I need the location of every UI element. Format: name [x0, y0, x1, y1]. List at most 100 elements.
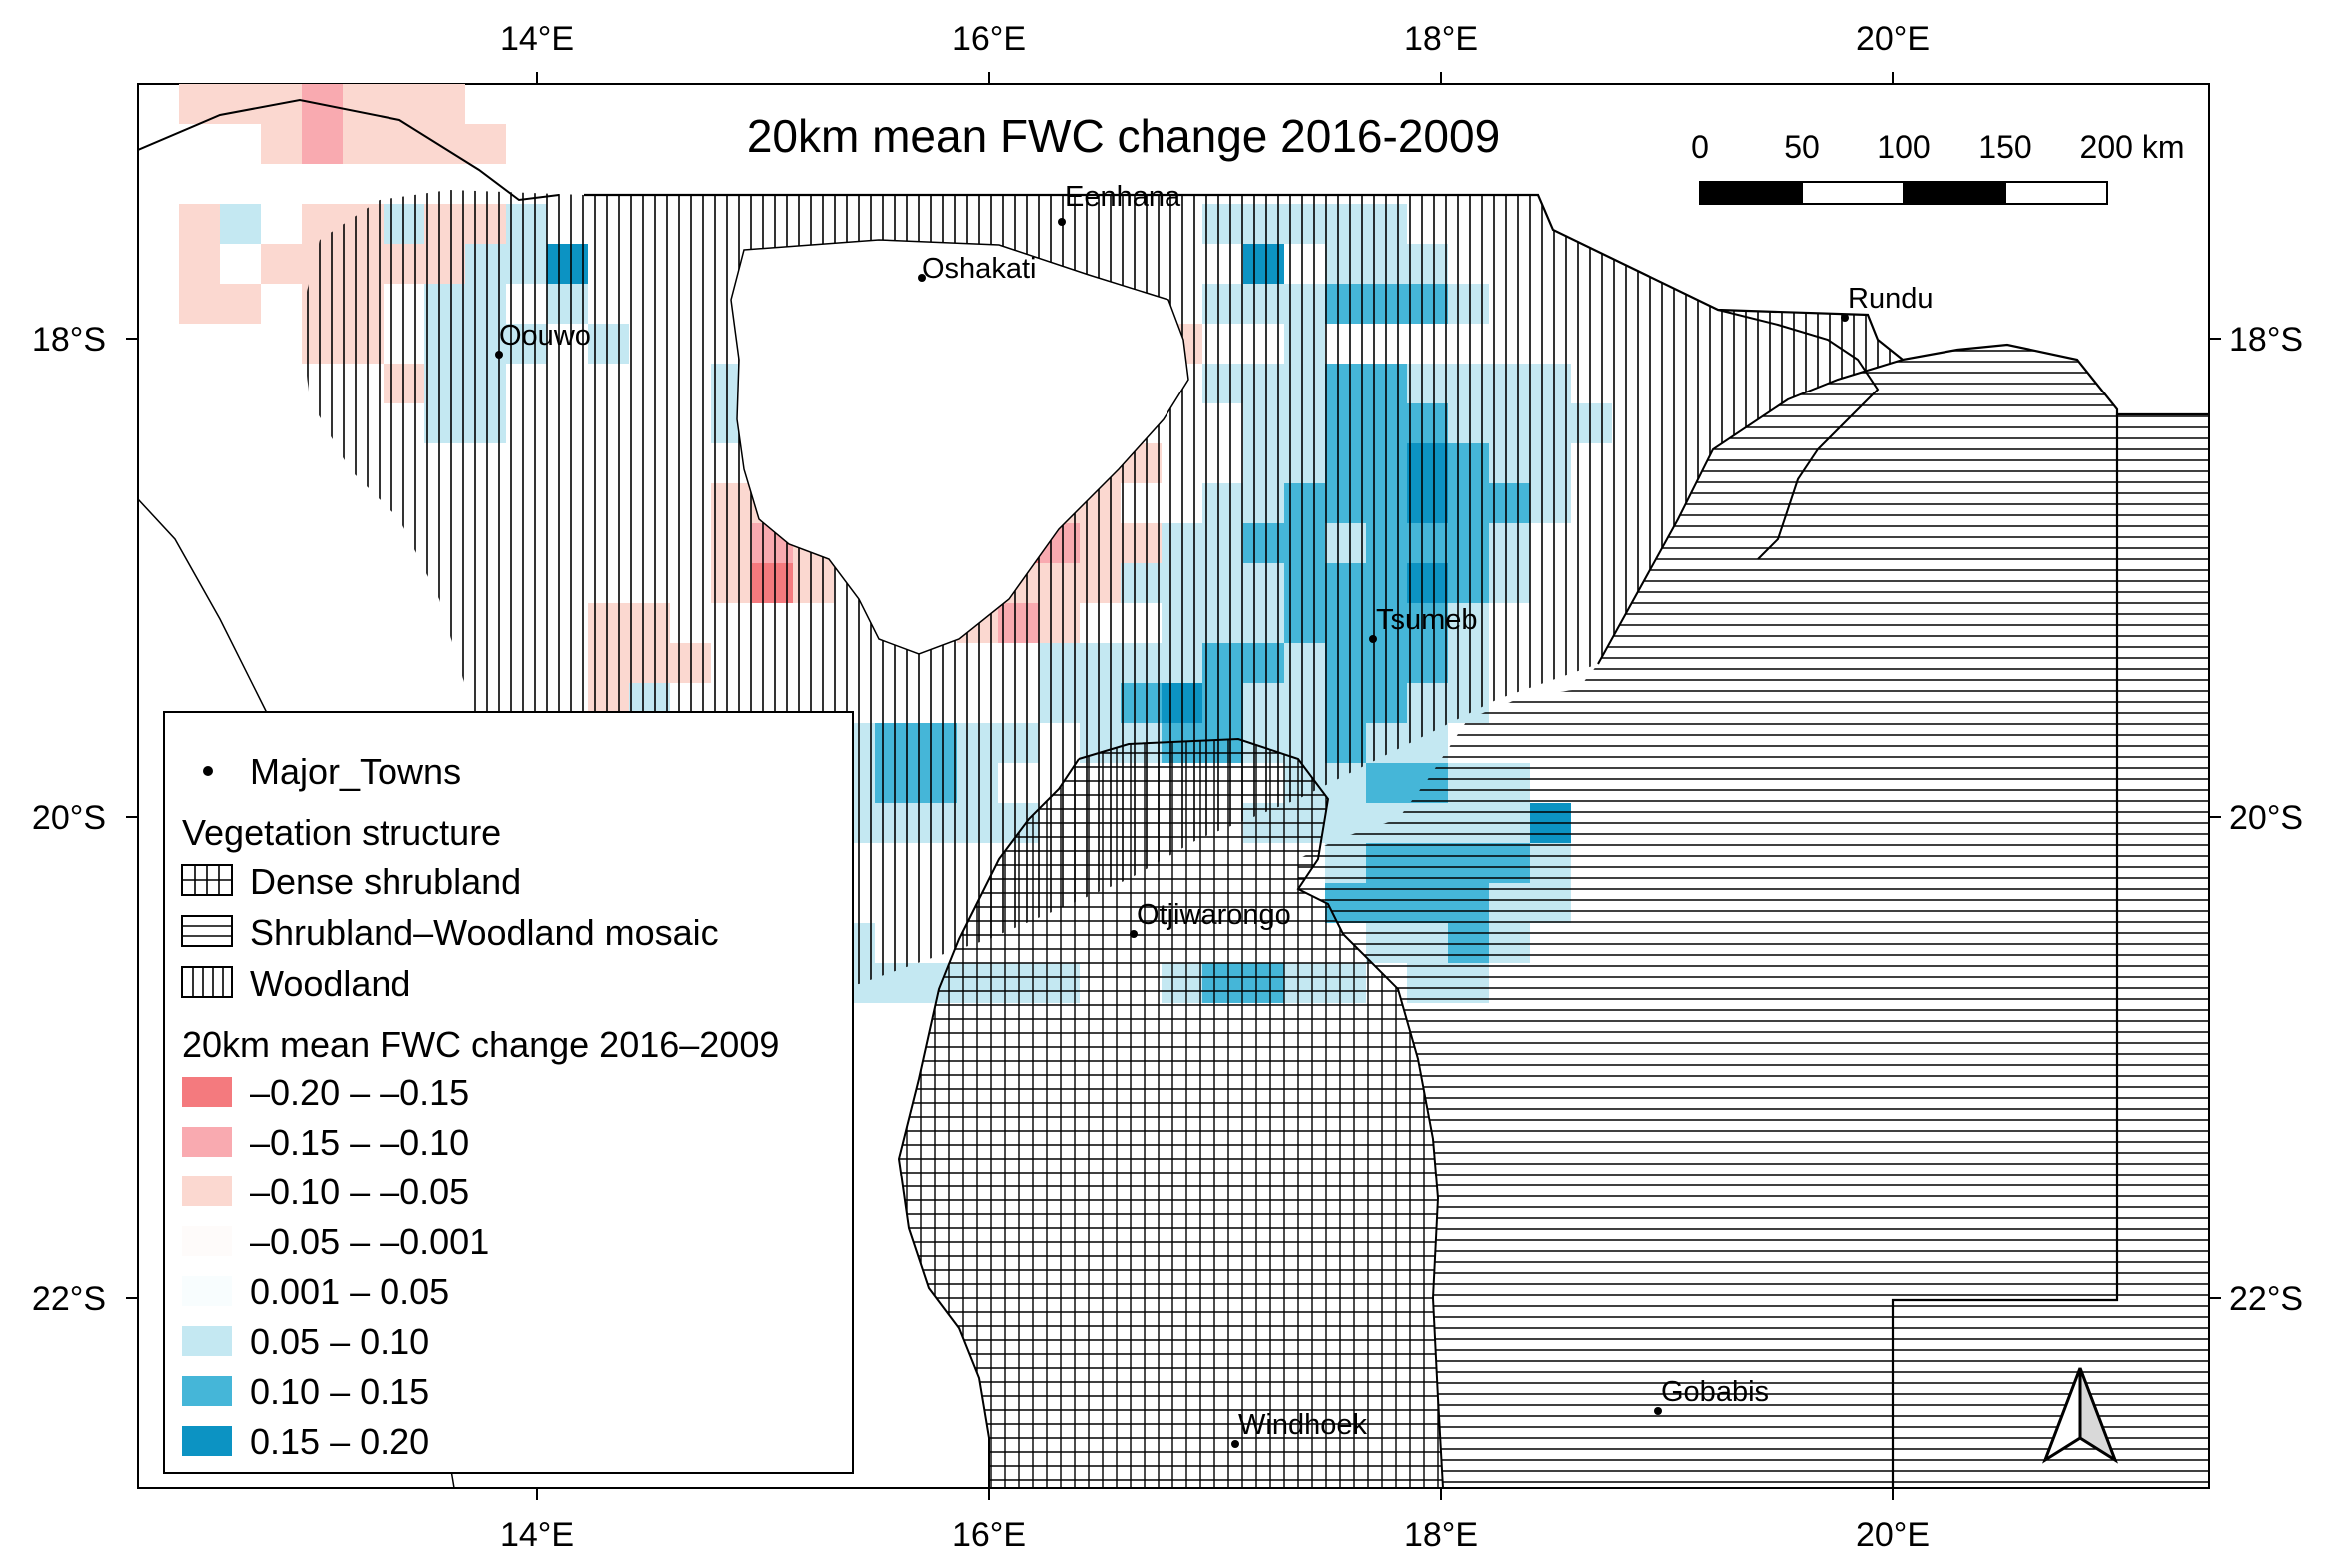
- legend-box: [163, 711, 854, 1474]
- legend-veg-item: Dense shrubland: [250, 861, 521, 902]
- town-label-tsumeb: Tsumeb: [1376, 604, 1478, 636]
- fwc-cell: [1039, 683, 1080, 723]
- town-marker: [1841, 314, 1849, 322]
- scale-label: 0: [1691, 129, 1709, 165]
- fwc-cell: [1325, 523, 1366, 563]
- fwc-cell: [1243, 403, 1284, 443]
- fwc-cell: [343, 84, 384, 124]
- fwc-cell: [1284, 483, 1325, 523]
- fwc-cell: [1325, 563, 1366, 603]
- fwc-cell: [1489, 403, 1530, 443]
- fwc-cell: [1284, 763, 1325, 803]
- fwc-cell: [1325, 683, 1366, 723]
- legend-swatch-mosaic: [181, 915, 233, 947]
- fwc-cell: [179, 284, 220, 324]
- fwc-cell: [711, 523, 752, 563]
- legend-fwc-swatch: [182, 1226, 232, 1256]
- lat-tick-right: 20°S: [2229, 799, 2303, 837]
- town-marker: [1369, 635, 1377, 643]
- fwc-cell: [1080, 523, 1121, 563]
- lon-tick-bottom: 18°E: [1404, 1516, 1478, 1554]
- fwc-cell: [465, 244, 506, 284]
- fwc-cell: [506, 324, 547, 364]
- fwc-cell: [547, 284, 588, 324]
- legend-fwc-label: –0.10 – –0.05: [250, 1172, 469, 1212]
- fwc-cell: [302, 124, 343, 164]
- town-marker: [918, 274, 926, 282]
- fwc-cell: [1325, 244, 1366, 284]
- fwc-cell: [506, 204, 547, 244]
- fwc-cell: [1407, 843, 1448, 883]
- fwc-cell: [1284, 324, 1325, 364]
- legend-fwc-swatch: [182, 1326, 232, 1356]
- fwc-cell: [1162, 963, 1202, 1003]
- lat-tick-left: 22°S: [32, 1280, 106, 1318]
- town-marker: [1231, 1440, 1239, 1448]
- fwc-cell: [957, 723, 998, 763]
- shrubland-woodland-mosaic-zone: [1298, 350, 2209, 1483]
- legend-fwc-label: 0.15 – 0.20: [250, 1421, 429, 1462]
- fwc-cell: [465, 284, 506, 324]
- legend: Major_Towns Vegetation structure Dense s…: [163, 711, 854, 1474]
- fwc-cell: [998, 723, 1039, 763]
- fwc-cell: [1407, 763, 1448, 803]
- fwc-cell: [1284, 603, 1325, 643]
- fwc-cell: [1284, 364, 1325, 403]
- fwc-cell: [998, 603, 1039, 643]
- town-marker: [1058, 218, 1066, 226]
- legend-fwc-heading: 20km mean FWC change 2016–2009: [182, 1024, 779, 1065]
- lat-tick-right: 22°S: [2229, 1280, 2303, 1318]
- legend-fwc-label: 0.10 – 0.15: [250, 1371, 429, 1412]
- dense-shrubland-boundary-east: [1078, 737, 1444, 1488]
- fwc-cell: [1448, 403, 1489, 443]
- legend-veg-item: Woodland: [250, 963, 410, 1004]
- fwc-cell: [916, 723, 957, 763]
- fwc-cell: [465, 124, 506, 164]
- fwc-cell: [1202, 603, 1243, 643]
- fwc-cell: [1489, 483, 1530, 523]
- fwc-cell: [1243, 204, 1284, 244]
- fwc-cell: [1325, 403, 1366, 443]
- fwc-cell: [1448, 284, 1489, 324]
- fwc-cell: [424, 324, 465, 364]
- lat-tick-left: 18°S: [32, 321, 106, 359]
- legend-fwc-label: 0.05 – 0.10: [250, 1321, 429, 1362]
- fwc-cell: [1243, 603, 1284, 643]
- legend-fwc-label: 0.001 – 0.05: [250, 1271, 449, 1312]
- lon-tick-top: 14°E: [500, 20, 574, 58]
- lon-tick-bottom: 20°E: [1856, 1516, 1930, 1554]
- fwc-cell: [629, 643, 670, 683]
- fwc-cell: [1489, 923, 1530, 963]
- fwc-cell: [261, 244, 302, 284]
- fwc-cell: [1448, 923, 1489, 963]
- lon-tick-bottom: 14°E: [500, 1516, 574, 1554]
- fwc-cell: [793, 563, 834, 603]
- fwc-cell: [1530, 843, 1571, 883]
- fwc-cell: [1202, 284, 1243, 324]
- fwc-cell: [1325, 204, 1366, 244]
- fwc-cell: [1407, 963, 1448, 1003]
- fwc-cell: [1202, 683, 1243, 723]
- fwc-cell: [1530, 443, 1571, 483]
- fwc-cell: [1448, 843, 1489, 883]
- fwc-cell: [343, 324, 384, 364]
- fwc-cell: [1121, 683, 1162, 723]
- legend-town-symbol: [203, 766, 213, 776]
- fwc-cell: [1489, 364, 1530, 403]
- map-title: 20km mean FWC change 2016-2009: [747, 110, 1500, 162]
- lat-tick-left: 20°S: [32, 799, 106, 837]
- mosaic-boundary: [1597, 359, 1904, 665]
- fwc-cell: [1530, 483, 1571, 523]
- fwc-cell: [629, 603, 670, 643]
- fwc-cell: [1489, 443, 1530, 483]
- fwc-cell: [179, 244, 220, 284]
- fwc-cell: [1407, 603, 1448, 643]
- kunene-river: [138, 98, 560, 202]
- fwc-cell: [1407, 244, 1448, 284]
- town-label-eenhana: Eenhana: [1065, 181, 1181, 213]
- town-label-rundu: Rundu: [1848, 283, 1933, 315]
- scale-label: 50: [1784, 129, 1820, 165]
- fwc-cell: [1202, 643, 1243, 683]
- fwc-cell: [1489, 843, 1530, 883]
